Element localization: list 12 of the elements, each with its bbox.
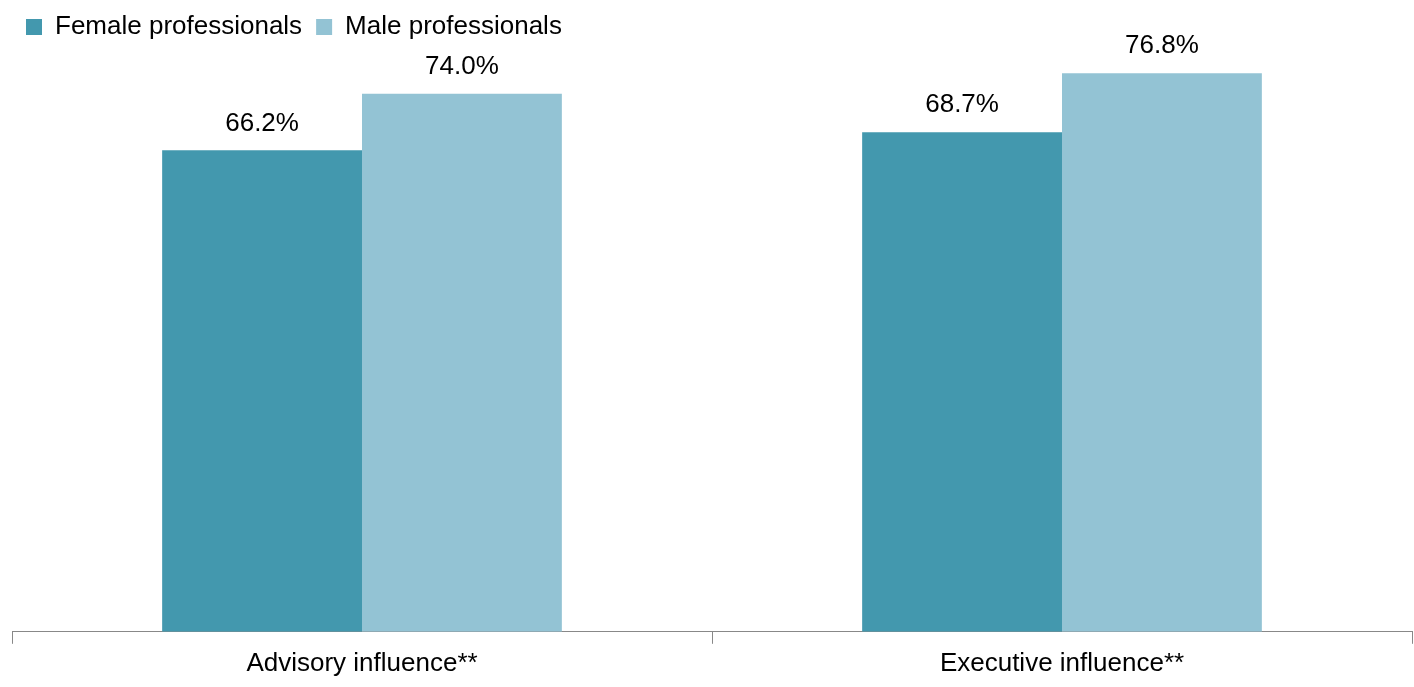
legend-label: Male professionals	[345, 10, 562, 41]
data-label: 66.2%	[225, 106, 299, 137]
data-label: 68.7%	[925, 88, 999, 119]
x-tick-label: Executive influence**	[939, 646, 1185, 677]
data-label: 76.8%	[1125, 29, 1199, 60]
bar	[862, 132, 1062, 632]
legend-label: Female professionals	[55, 10, 303, 41]
bar	[362, 93, 562, 632]
bar	[162, 150, 362, 632]
x-tick-label: Advisory influence**	[246, 646, 478, 677]
data-label: 74.0%	[425, 49, 499, 80]
bar	[1062, 73, 1262, 632]
